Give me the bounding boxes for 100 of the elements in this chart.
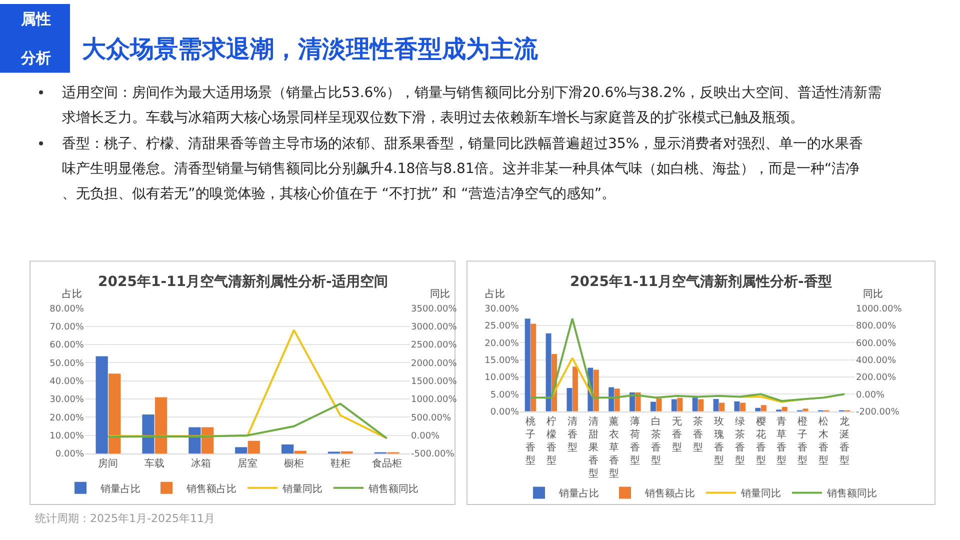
x-tick-label: 松木香型 (818, 415, 829, 466)
y-tick-label: 50.00% (50, 358, 84, 369)
y-axis-title: 占比 (62, 288, 82, 300)
bar (713, 398, 719, 412)
x-tick-label: 茶香型 (692, 415, 703, 454)
y2-tick-label: 0.00% (856, 390, 886, 400)
y-tick-label: 30.00% (484, 304, 520, 314)
x-tick-label: 薄荷香型 (630, 415, 640, 466)
y-tick-label: 80.00% (50, 304, 84, 314)
bar (294, 450, 306, 454)
x-tick-label: 柠檬香型 (546, 415, 556, 466)
bar (614, 388, 620, 412)
x-tick-label: 青草香型 (776, 415, 787, 466)
y-tick-label: 40.00% (50, 377, 84, 388)
y2-axis-title: 同比 (863, 288, 883, 300)
y2-tick-label: 200.00% (856, 373, 896, 384)
y2-tick-label: 1000.00% (856, 304, 902, 314)
y-tick-label: 25.00% (484, 322, 520, 332)
legend-label: 销售额同比 (368, 482, 418, 495)
bar (656, 398, 662, 412)
chart-title: 2025年1-11月空气清新剂属性分析-香型 (570, 273, 832, 290)
y2-tick-label: 3500.00% (411, 304, 458, 314)
y-tick-label: 30.00% (50, 395, 84, 406)
x-tick-label: 食品柜 (372, 458, 402, 470)
y-tick-label: 0.00% (55, 450, 84, 460)
bar (650, 402, 656, 412)
bar (108, 374, 121, 454)
bar (235, 447, 248, 454)
x-tick-label: 樱花香型 (756, 415, 766, 466)
x-tick-label: 居室 (238, 458, 258, 470)
y2-tick-label: 0.00% (411, 432, 440, 442)
bar (593, 370, 599, 412)
text: 统计周期：2025年1月-2025年11月 (35, 512, 215, 525)
legend-label: 销量占比 (558, 488, 599, 500)
bar (734, 401, 740, 412)
bar (340, 451, 353, 454)
y2-tick-label: 1500.00% (411, 377, 458, 388)
x-tick-label: 绿茶香型 (734, 416, 745, 466)
x-tick-label: 玫瑰香型 (714, 416, 724, 466)
bar (142, 414, 154, 454)
text: 大众场景需求退潮，清淡理性香型成为主流 (82, 35, 539, 63)
line-series (107, 329, 388, 440)
y-tick-label: 15.00% (484, 356, 520, 366)
y-tick-label: 5.00% (490, 390, 520, 400)
bar (782, 406, 788, 412)
y2-tick-label: 2000.00% (411, 358, 458, 369)
y2-tick-label: 500.00% (411, 413, 452, 424)
x-tick-label: 无香型 (672, 416, 682, 454)
x-tick-label: 薰衣草香型 (609, 415, 620, 480)
bar (546, 333, 552, 412)
bar (740, 402, 746, 412)
y2-tick-label: 2500.00% (411, 340, 458, 351)
x-tick-label: 桃子香型 (525, 415, 536, 466)
y2-tick-label: 400.00% (856, 356, 896, 366)
x-tick-label: 冰箱 (191, 458, 212, 470)
y-tick-label: 20.00% (50, 413, 84, 424)
bar (760, 405, 766, 412)
legend-label: 销量占比 (100, 482, 140, 495)
text: 香型：桃子、柠檬、清甜果香等曾主导市场的浓郁、甜系果香型，销量同比跌幅普遍超过35%，显示消费者对强烈、单一的水果香味产生明显倦怠。清香型销量与销售额同比分别飙升4.18倍与8.81倍。这并非某一种具体气味（如白桃、海盐），而是一种“洁净、无负担、似有若无”的嗅觉体验，其核心价值在于 “不打扰” 和 “营造洁净空气的感知”。 (62, 135, 864, 202)
x-tick-label: 龙涎香型 (840, 415, 850, 466)
bar (692, 398, 698, 412)
y-tick-label: 60.00% (50, 340, 84, 351)
y-tick-label: 10.00% (50, 432, 84, 442)
text: 属性分析 (21, 10, 51, 67)
bar (524, 318, 530, 412)
bar (154, 397, 168, 454)
line-series (107, 402, 388, 440)
bar (698, 399, 704, 412)
y2-tick-label: -500.00% (411, 450, 455, 460)
bar (281, 444, 294, 454)
bar (566, 388, 572, 412)
y-tick-label: 0.00% (490, 407, 520, 418)
line-series (529, 318, 846, 402)
x-tick-label: 鞋柜 (330, 458, 350, 470)
bar (201, 427, 214, 454)
y2-tick-label: 800.00% (856, 322, 896, 332)
y-axis-title: 占比 (485, 288, 505, 300)
bar (96, 356, 108, 454)
bar (719, 402, 725, 412)
legend-label: 销量同比 (282, 482, 322, 495)
chart-title: 2025年1-11月空气清新剂属性分析-适用空间 (98, 273, 388, 290)
x-tick-label: 车载 (144, 458, 165, 470)
x-tick-label: 清香型 (567, 415, 578, 454)
bar (188, 427, 201, 454)
y2-axis-title: 同比 (430, 288, 450, 300)
legend-label: 销售额同比 (826, 488, 877, 500)
x-tick-label: 橱柜 (284, 458, 304, 470)
y-tick-label: 70.00% (50, 322, 84, 333)
bar (671, 399, 677, 412)
bar (802, 408, 808, 412)
y-tick-label: 20.00% (484, 338, 520, 349)
y2-tick-label: 3000.00% (411, 322, 458, 333)
legend-label: 销售额占比 (644, 488, 695, 500)
y2-tick-label: 1000.00% (411, 395, 458, 406)
y-tick-label: 10.00% (484, 373, 520, 384)
y2-tick-label: -200.00% (856, 407, 900, 418)
x-tick-label: 白茶香型 (651, 415, 662, 466)
legend-label: 销售额占比 (186, 482, 236, 495)
bar (572, 366, 578, 412)
x-tick-label: 房间 (98, 458, 118, 470)
